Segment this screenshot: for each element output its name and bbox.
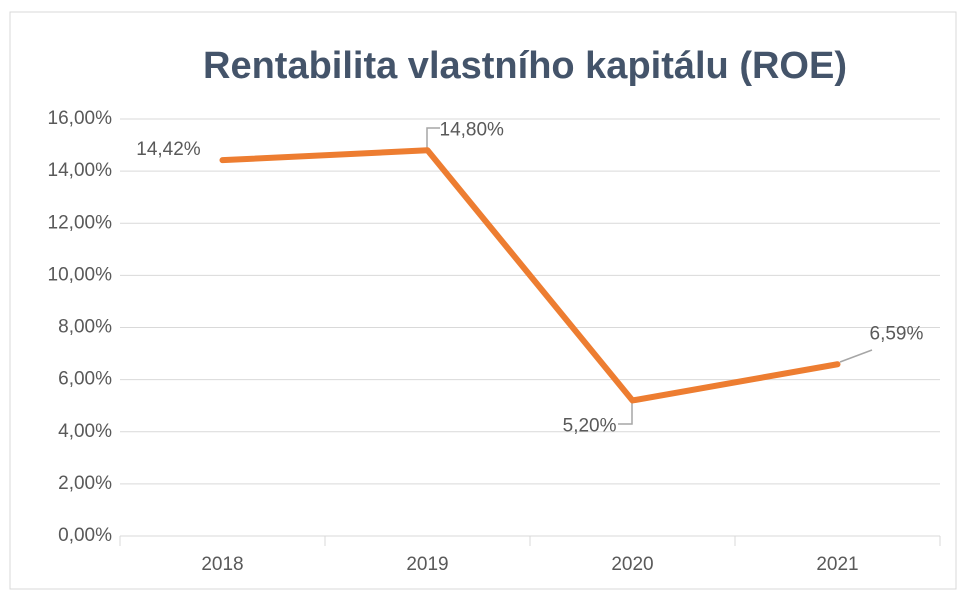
leader-lines (426, 127, 873, 425)
x-tick-label: 2019 (406, 554, 448, 575)
line-series (219, 147, 841, 404)
data-label: 14,42% (136, 139, 201, 160)
leader-line (839, 349, 873, 363)
y-tick-label: 4,00% (58, 421, 112, 442)
chart-title: Rentabilita vlastního kapitálu (ROE) (203, 45, 847, 87)
chart-frame (9, 11, 957, 590)
data-label: 6,59% (870, 323, 924, 344)
y-tick-label: 10,00% (48, 264, 113, 285)
data-label: 5,20% (563, 415, 617, 436)
y-tick-label: 0,00% (58, 525, 112, 546)
y-tick-label: 12,00% (48, 212, 113, 233)
x-tick-label: 2020 (611, 554, 653, 575)
y-tick-label: 14,00% (48, 160, 113, 181)
y-tick-label: 6,00% (58, 369, 112, 390)
data-label: 14,80% (440, 119, 505, 140)
y-tick-label: 8,00% (58, 317, 112, 338)
leader-line (426, 127, 440, 150)
y-tick-label: 2,00% (58, 473, 112, 494)
y-tick-label: 16,00% (48, 108, 113, 129)
x-tick-label: 2018 (201, 554, 243, 575)
x-tick-label: 2021 (816, 554, 858, 575)
leader-line (618, 398, 633, 425)
